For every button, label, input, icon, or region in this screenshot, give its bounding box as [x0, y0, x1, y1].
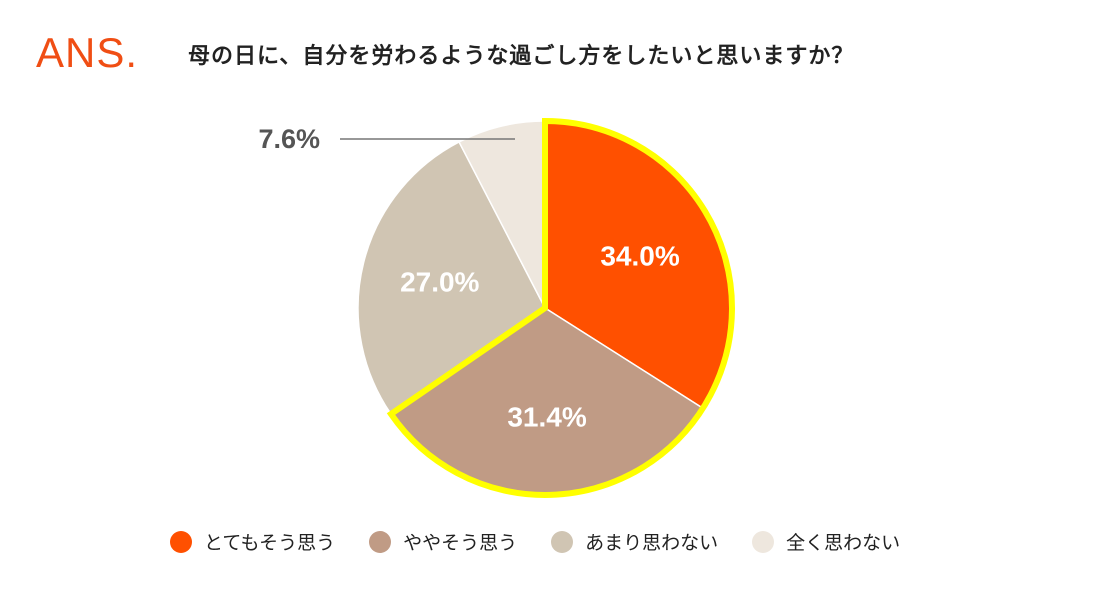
legend-item-2: あまり思わない [551, 528, 718, 555]
slice-value-label: 7.6% [258, 124, 320, 154]
pie-slice [357, 140, 546, 416]
legend-label: あまり思わない [585, 532, 719, 554]
pie-chart: 34.0% 31.4% 27.0% 7.6% [258, 117, 735, 498]
legend-swatch-icon [369, 530, 392, 553]
legend-item-1: ややそう思う [369, 528, 517, 555]
slice-value-label: 34.0% [600, 241, 679, 272]
ans-logo: ANS. [36, 29, 139, 76]
highlight-outline [386, 117, 735, 498]
legend: とてもそう思う ややそう思う あまり思わない 全く思わない [170, 528, 934, 555]
legend-swatch-icon [752, 530, 775, 553]
legend-item-0: とてもそう思う [170, 528, 335, 555]
legend-label: ややそう思う [403, 532, 518, 554]
legend-swatch-icon [551, 530, 574, 553]
chart-title: 母の日に、自分を労わるような過ごし方をしたいと思いますか？ [188, 44, 855, 69]
slice-value-label: 31.4% [507, 401, 586, 432]
slice-value-label: 27.0% [400, 267, 479, 298]
legend-swatch-icon [170, 530, 192, 553]
legend-item-3: 全く思わない [752, 528, 900, 555]
legend-label: とてもそう思う [204, 532, 336, 554]
legend-label: 全く思わない [786, 532, 901, 554]
